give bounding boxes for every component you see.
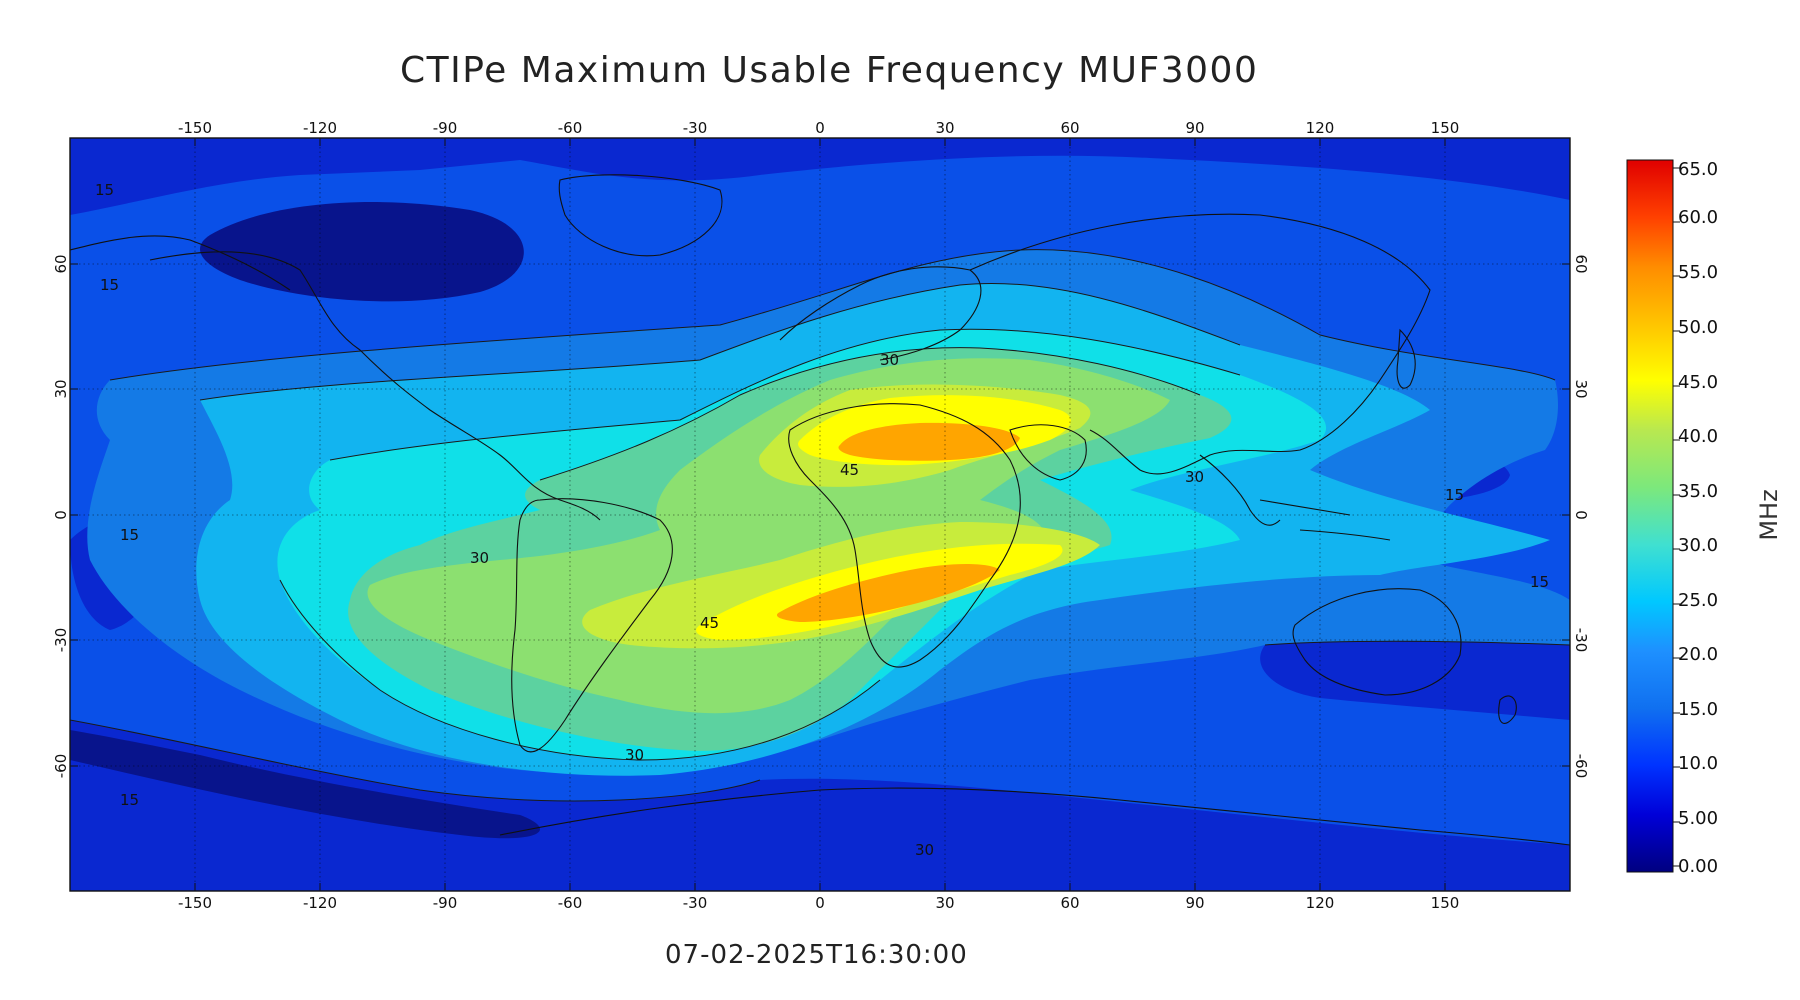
lat-tick-label: 60 bbox=[52, 254, 70, 273]
contour-lines bbox=[70, 249, 1570, 802]
colorbar-label: 60.0 bbox=[1678, 207, 1718, 228]
lon-tick-label: -30 bbox=[683, 119, 708, 137]
contour-label: 45 bbox=[840, 461, 859, 479]
lat-tick-label: 30 bbox=[52, 379, 70, 398]
lat-tick-label: 60 bbox=[1572, 254, 1590, 273]
lon-tick-label: -30 bbox=[683, 894, 708, 912]
contour-label: 30 bbox=[1185, 468, 1204, 486]
colorbar-label: 40.0 bbox=[1678, 426, 1718, 447]
coast-australia bbox=[1292, 588, 1462, 696]
colorbar-ticks bbox=[1673, 167, 1680, 867]
colorbar-label: 25.0 bbox=[1678, 590, 1718, 611]
colorbar-label: 20.0 bbox=[1678, 644, 1718, 665]
colorbar: 65.0 60.0 55.0 50.0 45.0 40.0 35.0 30.0 … bbox=[1626, 159, 1783, 877]
lon-tick-label: 0 bbox=[815, 894, 825, 912]
lon-tick-label: -60 bbox=[558, 119, 583, 137]
colorbar-label: 30.0 bbox=[1678, 535, 1718, 556]
contour-label: 30 bbox=[915, 841, 934, 859]
coast-indonesia bbox=[1259, 499, 1391, 541]
contour-label: 45 bbox=[700, 614, 719, 632]
coast-indochina bbox=[1199, 454, 1281, 526]
contour-level-10 bbox=[838, 422, 1020, 461]
coast-south-america bbox=[511, 498, 673, 753]
lon-tick-label: 30 bbox=[935, 119, 954, 137]
coast-greenland bbox=[558, 174, 723, 257]
lat-tick-label: -30 bbox=[1572, 628, 1590, 653]
coast-europe bbox=[779, 266, 982, 361]
contour-label: 15 bbox=[1445, 486, 1464, 504]
contour-label: 15 bbox=[120, 791, 139, 809]
lon-tick-label: 0 bbox=[815, 119, 825, 137]
colorbar-label: 50.0 bbox=[1678, 317, 1718, 338]
lat-labels-right: 60 30 0 -30 -60 bbox=[1572, 254, 1590, 778]
lon-tick-label: -90 bbox=[433, 894, 458, 912]
coast-new-zealand bbox=[1498, 695, 1517, 724]
colorbar-label: 0.00 bbox=[1678, 856, 1718, 877]
lat-tick-label: 0 bbox=[52, 510, 70, 520]
contour-map: 15 15 15 15 15 15 30 30 30 30 30 45 45 bbox=[70, 138, 1570, 891]
contour-low-south-deep bbox=[70, 730, 540, 839]
coast-alaska bbox=[70, 235, 291, 291]
colorbar-label: 35.0 bbox=[1678, 481, 1718, 502]
lon-tick-label: 150 bbox=[1431, 894, 1460, 912]
coastlines bbox=[70, 174, 1570, 846]
lon-tick-label: -120 bbox=[303, 894, 337, 912]
axis-ticks bbox=[70, 138, 1570, 891]
contour-level-10b bbox=[776, 564, 1000, 622]
lon-tick-label: -150 bbox=[178, 119, 212, 137]
lon-tick-label: 90 bbox=[1185, 119, 1204, 137]
colorbar-label: 5.00 bbox=[1678, 808, 1718, 829]
colorbar-label: 15.0 bbox=[1678, 699, 1718, 720]
contour-label: 30 bbox=[470, 549, 489, 567]
contour-label: 15 bbox=[100, 276, 119, 294]
lat-tick-label: 30 bbox=[1572, 379, 1590, 398]
coast-japan bbox=[1396, 328, 1416, 389]
lon-labels-top: -150 -120 -90 -60 -30 0 30 60 90 120 150 bbox=[178, 119, 1459, 137]
lon-tick-label: 150 bbox=[1431, 119, 1460, 137]
lon-tick-label: 60 bbox=[1060, 894, 1079, 912]
coast-antarctica bbox=[499, 787, 1570, 846]
lat-tick-label: -30 bbox=[52, 628, 70, 653]
contour-label: 30 bbox=[880, 351, 899, 369]
lat-tick-label: -60 bbox=[52, 754, 70, 779]
contour-label: 15 bbox=[95, 181, 114, 199]
lon-tick-label: -60 bbox=[558, 894, 583, 912]
contour-labels: 15 15 15 15 15 15 30 30 30 30 30 45 45 bbox=[95, 181, 1549, 859]
colorbar-scale bbox=[1626, 159, 1674, 873]
coast-arabia bbox=[1009, 424, 1087, 481]
timestamp: 07-02-2025T16:30:00 bbox=[665, 940, 968, 970]
colorbar-label: 45.0 bbox=[1678, 372, 1718, 393]
colorbar-unit-label: MHz bbox=[1755, 489, 1783, 540]
coast-north-america bbox=[149, 251, 601, 521]
contour-label: 15 bbox=[1530, 573, 1549, 591]
chart-title: CTIPe Maximum Usable Frequency MUF3000 bbox=[400, 50, 1259, 91]
contour-low-australia bbox=[1260, 641, 1570, 720]
lon-tick-label: -90 bbox=[433, 119, 458, 137]
lon-tick-label: 30 bbox=[935, 894, 954, 912]
colorbar-label: 10.0 bbox=[1678, 753, 1718, 774]
colorbar-label: 55.0 bbox=[1678, 262, 1718, 283]
lat-tick-label: 0 bbox=[1572, 510, 1590, 520]
contour-label: 30 bbox=[625, 746, 644, 764]
lon-tick-label: 90 bbox=[1185, 894, 1204, 912]
lat-tick-label: -60 bbox=[1572, 754, 1590, 779]
lon-tick-label: 60 bbox=[1060, 119, 1079, 137]
contour-low-alaska bbox=[200, 202, 524, 302]
lon-tick-label: 120 bbox=[1306, 894, 1335, 912]
lon-labels-bottom: -150 -120 -90 -60 -30 0 30 60 90 120 150 bbox=[178, 894, 1459, 912]
contour-label: 15 bbox=[120, 526, 139, 544]
lon-tick-label: 120 bbox=[1306, 119, 1335, 137]
lon-tick-label: -120 bbox=[303, 119, 337, 137]
lon-tick-label: -150 bbox=[178, 894, 212, 912]
colorbar-label: 65.0 bbox=[1678, 159, 1718, 180]
lat-labels-left: 60 30 0 -30 -60 bbox=[52, 254, 70, 778]
coast-asia bbox=[969, 213, 1431, 475]
